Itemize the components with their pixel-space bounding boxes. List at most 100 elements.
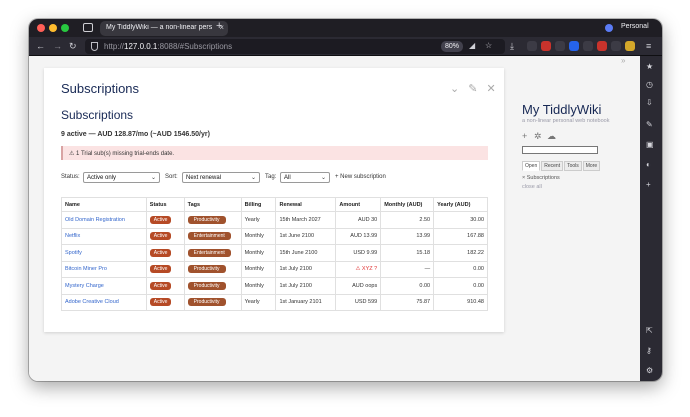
status-badge: Active — [149, 248, 172, 257]
extension-icon[interactable] — [597, 41, 607, 51]
table-row: Adobe Creative Cloud Active Productivity… — [61, 293, 488, 311]
extension-icon[interactable] — [569, 41, 579, 51]
column-header[interactable]: Renewal — [275, 197, 337, 212]
amount-cell: USD 9.99 — [335, 244, 382, 262]
bookmark-icon[interactable]: ◐ — [646, 160, 651, 169]
search-input[interactable] — [522, 146, 598, 154]
column-header[interactable]: Status — [145, 197, 185, 212]
billing-cell: Monthly — [240, 244, 277, 262]
open-tiddler-item[interactable]: × Subscriptions — [522, 175, 560, 181]
tag-pill[interactable]: Productivity — [187, 215, 226, 224]
extension-icon[interactable] — [555, 41, 565, 51]
reload-icon[interactable]: ↻ — [69, 41, 77, 51]
close-all-link[interactable]: close all — [522, 184, 542, 190]
extension-icon[interactable] — [541, 41, 551, 51]
yearly-cell: 0.00 — [433, 260, 488, 278]
minimize-window-button[interactable] — [49, 24, 57, 32]
subscriptions-tiddler: Subscriptions ⌄ ✎ ✕ Subscriptions 9 acti… — [44, 68, 504, 332]
tag-pill[interactable]: Entertainment — [187, 232, 231, 241]
pen-icon[interactable]: ✎ — [646, 120, 653, 129]
tab-overview-icon[interactable] — [83, 23, 93, 32]
column-header[interactable]: Name — [61, 197, 147, 212]
extension-icon[interactable] — [611, 41, 621, 51]
tag-select[interactable]: All ⌄ — [280, 172, 330, 183]
subscription-link[interactable]: Spotify — [65, 249, 82, 256]
add-icon[interactable]: + — [646, 180, 651, 189]
column-header[interactable]: Yearly (AUD) — [433, 197, 488, 212]
status-select[interactable]: Active only ⌄ — [83, 172, 160, 183]
column-header[interactable]: Billing — [240, 197, 277, 212]
export-icon[interactable]: ⇱ — [646, 326, 653, 335]
renewal-cell: 1st January 2101 — [275, 293, 337, 311]
tab-tools[interactable]: Tools — [564, 161, 582, 171]
cloud-icon[interactable]: ☁ — [547, 131, 556, 141]
subscription-link[interactable]: Mystery Charge — [65, 282, 104, 289]
tiddler-title: Subscriptions — [61, 81, 140, 96]
new-tab-button[interactable]: + — [216, 20, 223, 32]
tab-strip: My TiddlyWiki — a non-linear personal we… — [29, 19, 662, 37]
key-icon[interactable]: ⚷ — [646, 346, 652, 355]
star-icon[interactable]: ★ — [646, 62, 654, 71]
column-header[interactable]: Amount — [335, 197, 382, 212]
renewal-cell: 1st June 2100 — [275, 227, 337, 245]
profile-label[interactable]: Personal — [621, 23, 649, 30]
amount-cell: USD 599 — [335, 293, 382, 311]
amount-cell: AUD 13.99 — [335, 227, 382, 245]
amount-cell: AUD 30 — [335, 211, 382, 229]
table-row: Netflix Active Entertainment Monthly 1st… — [61, 227, 488, 245]
extension-icon[interactable] — [625, 41, 635, 51]
tag-filter-label: Tag: — [265, 174, 277, 180]
subscription-link[interactable]: Bitcoin Miner Pro — [65, 266, 107, 273]
subscription-summary: 9 active — AUD 128.87/mo (~AUD 1546.50/y… — [61, 131, 210, 138]
page-action-icon[interactable]: ◢ — [469, 41, 476, 50]
status-badge: Active — [149, 215, 172, 224]
monthly-cell: 0.00 — [380, 277, 435, 295]
tab-open[interactable]: Open — [522, 161, 541, 171]
translate-icon[interactable]: ▣ — [646, 140, 654, 149]
download-icon[interactable]: ⇩ — [646, 98, 653, 107]
bookmark-star-icon[interactable]: ☆ — [485, 41, 493, 50]
tag-pill[interactable]: Entertainment — [187, 248, 231, 257]
profile-icon[interactable] — [605, 24, 613, 32]
back-icon[interactable]: ← — [36, 41, 45, 51]
tab-recent[interactable]: Recent — [541, 161, 564, 171]
zoom-level[interactable]: 80% — [441, 41, 464, 52]
forward-icon[interactable]: → — [53, 41, 62, 51]
url-bar[interactable]: http://127.0.0.1:8088/#Subscriptions 80%… — [85, 39, 505, 54]
url-text[interactable]: http://127.0.0.1:8088/#Subscriptions — [104, 42, 233, 51]
sidebar-toggle-icon[interactable]: » — [621, 56, 626, 65]
downloads-icon[interactable]: ⤓ — [510, 41, 514, 51]
table-row: Old Domain Registration Active Productiv… — [61, 211, 488, 229]
gear-icon[interactable]: ✲ — [534, 131, 542, 141]
status-badge: Active — [149, 298, 172, 307]
yearly-cell: 182.22 — [433, 244, 488, 262]
column-header[interactable]: Monthly (AUD) — [380, 197, 435, 212]
tab-more[interactable]: More — [582, 161, 601, 171]
yearly-cell: 30.00 — [433, 211, 488, 229]
tag-pill[interactable]: Productivity — [187, 298, 226, 307]
tag-pill[interactable]: Productivity — [187, 265, 226, 274]
new-subscription-button[interactable]: + New subscription — [335, 174, 386, 180]
tiddler-controls[interactable]: ⌄ ✎ ✕ — [450, 83, 499, 95]
sort-select[interactable]: Next renewal ⌄ — [182, 172, 260, 183]
history-icon[interactable]: ◷ — [646, 80, 653, 89]
tag-pill[interactable]: Productivity — [187, 281, 226, 290]
menu-icon[interactable]: ≡ — [646, 41, 652, 51]
gear-icon[interactable]: ⚙ — [646, 366, 654, 375]
billing-cell: Monthly — [240, 260, 277, 278]
shield-icon[interactable] — [91, 42, 98, 51]
close-icon[interactable]: × — [522, 175, 527, 181]
browser-tab-active[interactable]: My TiddlyWiki — a non-linear personal we… — [100, 21, 228, 36]
subscription-link[interactable]: Netflix — [65, 233, 81, 240]
maximize-window-button[interactable] — [61, 24, 69, 32]
subscription-link[interactable]: Adobe Creative Cloud — [65, 299, 119, 306]
yearly-cell: 0.00 — [433, 277, 488, 295]
new-tiddler-icon[interactable]: + — [522, 131, 528, 141]
subscription-link[interactable]: Old Domain Registration — [65, 216, 125, 223]
extension-icon[interactable] — [583, 41, 593, 51]
column-header[interactable]: Tags — [183, 197, 242, 212]
close-window-button[interactable] — [37, 24, 45, 32]
trial-alert: ⚠ 1 Trial sub(s) missing trial-ends date… — [61, 146, 488, 160]
extension-icon[interactable] — [527, 41, 537, 51]
tab-close-icon[interactable]: × — [219, 23, 224, 32]
